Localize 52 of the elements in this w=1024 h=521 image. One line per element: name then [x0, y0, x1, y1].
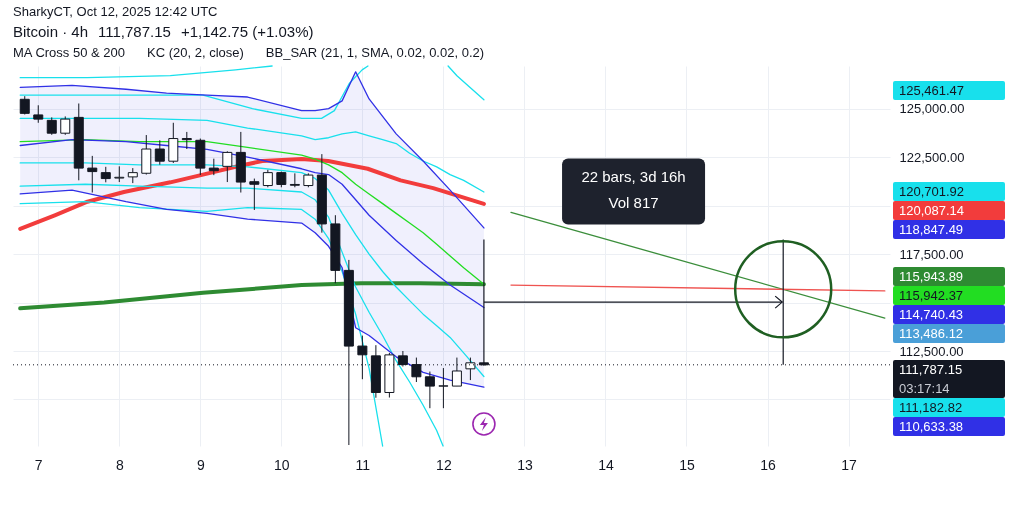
line-series [18, 281, 486, 311]
y-tick-label: 122,500.00 [899, 149, 965, 165]
text: 115,942.37 [899, 286, 965, 305]
candlestick [438, 367, 449, 409]
y-tick-label: 112,500.00 [899, 343, 964, 359]
x-tick-label: 12 [436, 456, 452, 473]
text: 113,486.12 [899, 324, 965, 343]
x-tick-label: 9 [196, 456, 205, 473]
x-tick-label: 13 [517, 456, 533, 473]
text: 111,182.82 [899, 398, 964, 417]
x-tick-label: 7 [34, 456, 43, 473]
candlestick [60, 115, 71, 136]
annotation: 22 bars, 3d 16h [581, 168, 686, 186]
line-series [19, 71, 485, 229]
line-series [19, 162, 485, 378]
x-tick-label: 17 [841, 456, 858, 473]
text: 110,633.38 [899, 417, 965, 436]
text: SharkyCT, Oct 12, 2025 12:42 UTC [13, 4, 218, 20]
line-series [19, 65, 273, 79]
text: 114,740.43 [899, 305, 965, 324]
text: KC (20, 2, close) [147, 45, 244, 61]
candlestick [87, 155, 98, 194]
text: 120,701.92 [899, 183, 966, 202]
text: 125,461.47 [899, 82, 966, 101]
chart-title: Bitcoin · 4h [13, 23, 89, 41]
line-series [19, 183, 444, 447]
text: 120,087.14 [899, 202, 966, 221]
x-tick-label: 15 [679, 456, 695, 473]
x-tick-label: 16 [760, 456, 777, 473]
text: MA Cross 50 & 200 [13, 45, 125, 61]
x-tick-label: 10 [274, 456, 290, 473]
text: 115,943.89 [899, 267, 965, 286]
x-tick-label: 8 [115, 456, 124, 473]
line-series [19, 117, 485, 193]
ref-line-label: 111,787.15 [899, 360, 964, 379]
candlestick [424, 371, 435, 409]
text: 03:17:14 [899, 379, 951, 398]
candlestick [249, 178, 260, 211]
text: BB_SAR (21, 1, SMA, 0.02, 0.02, 0.2) [265, 45, 485, 61]
line-series [19, 189, 485, 388]
x-tick-label: 14 [598, 456, 614, 473]
text: 111,787.15 [98, 23, 171, 41]
candlestick [222, 150, 233, 183]
candlestick [168, 122, 179, 164]
annotation: Vol 817 [608, 194, 659, 212]
text: 118,847.49 [899, 221, 965, 240]
y-tick-label: 125,000.00 [899, 101, 965, 117]
x-tick-label: 11 [355, 456, 371, 473]
line-series [18, 157, 486, 231]
y-tick-label: 117,500.00 [899, 246, 964, 262]
candlestick [154, 139, 165, 166]
text: +1,142.75 (+1.03%) [180, 23, 314, 41]
